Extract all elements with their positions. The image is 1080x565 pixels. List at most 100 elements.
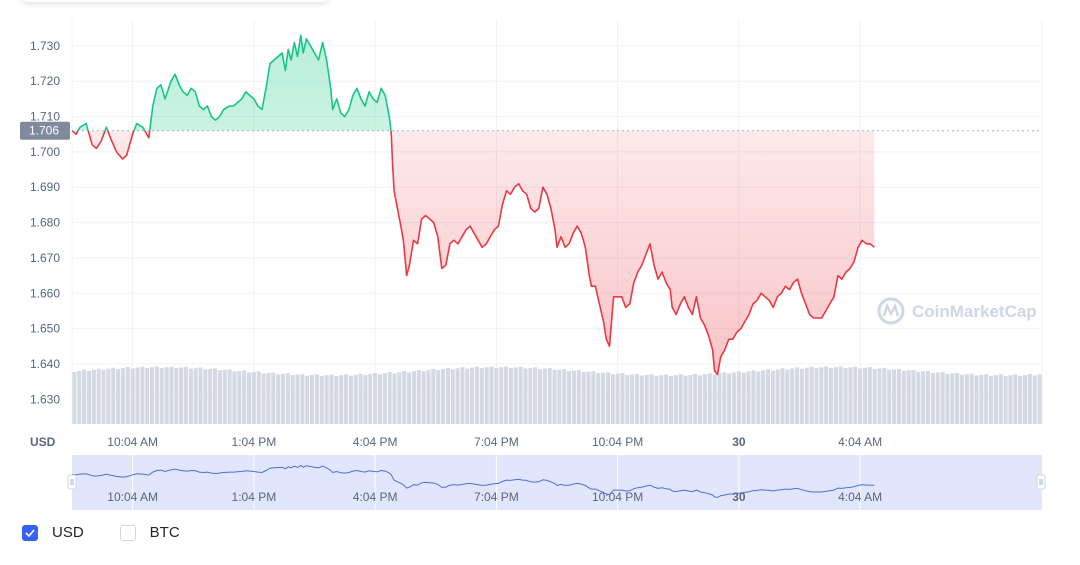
y-tick-label: 1.630	[30, 392, 60, 406]
time-range-navigator[interactable]: 10:04 AM 1:04 PM 4:04 PM 7:04 PM 10:04 PM 30 4…	[67, 455, 1046, 510]
volume-bar	[1013, 374, 1018, 424]
volume-bar	[562, 369, 567, 424]
volume-bar	[702, 374, 707, 424]
check-icon	[25, 528, 35, 537]
volume-bar	[251, 371, 256, 424]
usd-label: USD	[52, 524, 84, 541]
navigator-tick-label: 10:04 AM	[107, 490, 158, 504]
volume-bar	[785, 369, 790, 424]
volume-bar	[489, 366, 494, 424]
volume-bar	[183, 366, 189, 424]
x-tick-label: 4:04 PM	[353, 435, 398, 449]
volume-bar	[450, 369, 455, 424]
volume-bar	[222, 369, 227, 424]
volume-bar	[605, 372, 610, 424]
top-card-edge	[20, 0, 330, 2]
volume-bar	[829, 368, 834, 424]
volume-bar	[979, 374, 984, 424]
volume-bar	[678, 374, 683, 424]
volume-bar	[761, 370, 766, 424]
volume-bars	[72, 366, 1042, 424]
volume-bar	[441, 369, 446, 424]
volume-bar	[533, 367, 538, 424]
volume-bar	[969, 373, 974, 424]
volume-bar	[150, 367, 155, 424]
currency-legend: USD BTC	[22, 524, 216, 541]
volume-bar	[712, 374, 717, 424]
volume-bar	[867, 367, 872, 424]
volume-bar	[174, 368, 179, 424]
coinmarketcap-logo-icon	[877, 297, 905, 325]
volume-bar	[887, 369, 892, 424]
navigator-tick-label: 1:04 PM	[232, 490, 277, 504]
volume-bar	[479, 368, 484, 424]
volume-bar	[310, 375, 315, 424]
volume-bar	[882, 367, 887, 424]
volume-bar	[382, 373, 387, 424]
navigator-handle-right[interactable]	[1036, 474, 1046, 490]
volume-bar	[445, 367, 450, 424]
volume-bar	[494, 368, 499, 424]
volume-bar	[557, 369, 562, 424]
volume-bar	[169, 366, 174, 424]
volume-bar	[727, 373, 732, 424]
volume-bar	[601, 372, 606, 424]
volume-bar	[596, 373, 601, 424]
volume-bar	[848, 367, 853, 424]
volume-bar	[421, 371, 426, 424]
legend-usd[interactable]: USD	[22, 524, 84, 541]
volume-bar	[615, 373, 620, 424]
volume-bar	[135, 367, 140, 424]
volume-bar	[804, 367, 809, 424]
navigator-line	[71, 464, 875, 498]
volume-bar	[707, 373, 712, 424]
btc-label: BTC	[149, 524, 180, 541]
volume-bar	[732, 372, 737, 424]
volume-bar	[833, 367, 838, 424]
volume-bar	[945, 373, 950, 424]
volume-bar	[630, 374, 635, 424]
volume-bar	[926, 370, 931, 424]
volume-bar	[1008, 375, 1013, 424]
volume-bar	[1003, 376, 1008, 424]
y-tick-label: 1.660	[30, 286, 60, 300]
volume-bar	[984, 374, 989, 424]
navigator-handle-left[interactable]	[67, 474, 77, 490]
volume-bar	[746, 371, 751, 424]
y-axis: 1.730 1.720 1.710 1.700 1.690 1.680 1.670 1.660…	[30, 39, 60, 406]
volume-bar	[334, 375, 339, 424]
usd-checkbox[interactable]	[22, 524, 38, 541]
volume-bar	[402, 371, 407, 424]
volume-bar	[751, 370, 756, 424]
volume-bar	[266, 372, 271, 424]
x-tick-label: 10:04 PM	[592, 435, 643, 449]
area-up	[72, 35, 875, 131]
volume-bar	[591, 371, 596, 424]
y-tick-label: 1.720	[30, 74, 60, 88]
volume-bar	[484, 367, 489, 424]
volume-bar	[227, 369, 232, 424]
volume-bar	[470, 367, 475, 424]
volume-bar	[756, 371, 761, 424]
volume-bar	[247, 372, 252, 424]
volume-bar	[688, 374, 693, 424]
volume-bar	[314, 374, 319, 424]
navigator-selection[interactable]	[72, 455, 1042, 510]
volume-bar	[504, 366, 509, 424]
volume-bar	[411, 371, 416, 424]
volume-bar	[193, 368, 198, 424]
price-chart[interactable]: CoinMarketCap 1.7301.7201.7101.7001.6901…	[0, 0, 1080, 520]
volume-bar	[82, 369, 87, 424]
volume-bar	[542, 368, 547, 424]
volume-bar	[644, 374, 649, 424]
navigator-tick-label: 30	[732, 490, 746, 504]
legend-btc[interactable]: BTC	[119, 524, 180, 541]
volume-bar	[741, 372, 746, 424]
volume-bar	[232, 371, 237, 424]
volume-bar	[373, 372, 378, 424]
unit-label: USD	[30, 435, 56, 449]
volume-bar	[911, 369, 916, 424]
x-tick-label: 10:04 AM	[107, 435, 158, 449]
btc-checkbox[interactable]	[119, 524, 136, 541]
volume-bar	[974, 375, 979, 424]
